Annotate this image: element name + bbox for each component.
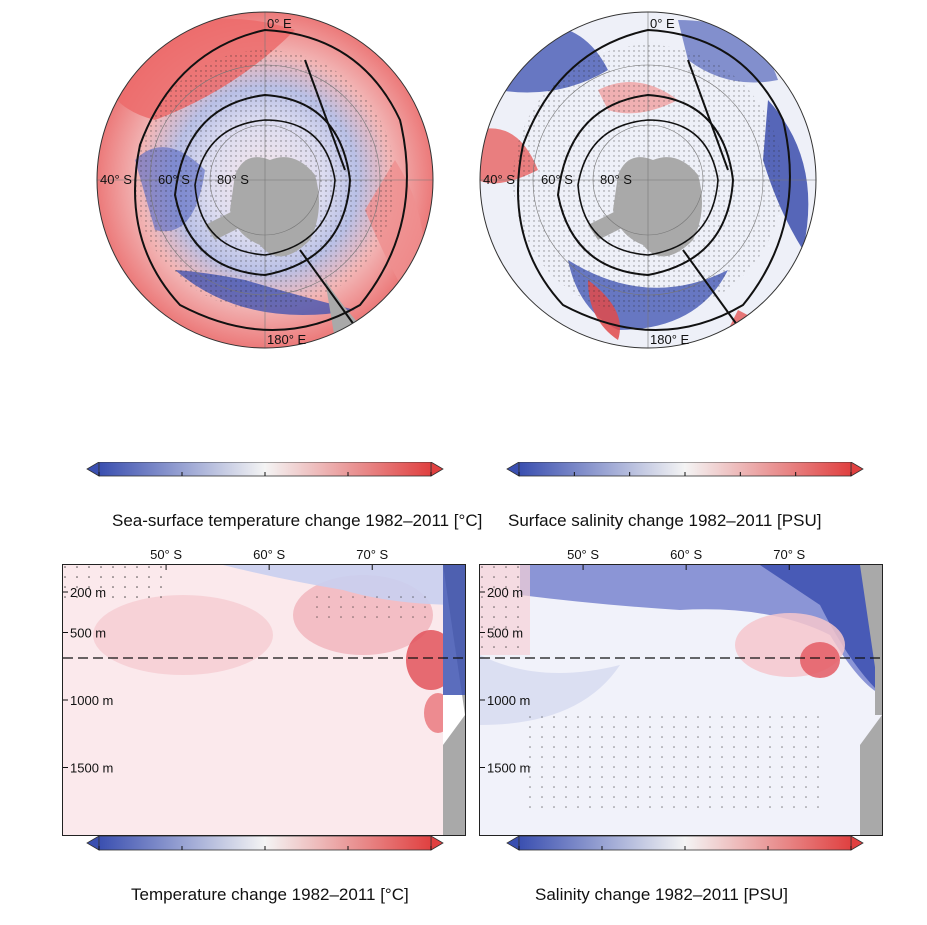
- section-depth-label: 200 m: [487, 585, 523, 600]
- section-lat-tick-label: 50° S: [567, 547, 599, 562]
- section-lat-tick-label: 50° S: [150, 547, 182, 562]
- section-lat-tick-label: 70° S: [356, 547, 388, 562]
- front-line-inner: [556, 93, 735, 277]
- lat-label-60: 60° S: [541, 172, 573, 187]
- section-depth-label: 1500 m: [70, 761, 113, 776]
- temp-colorbar-label: Temperature change 1982–2011 [°C]: [131, 885, 409, 904]
- colorbar-extend-max: [850, 836, 864, 851]
- temp-section-svg: 200 m 500 m 1000 m 1500 m: [63, 565, 465, 835]
- sss-polar-map: 0° E 180° E 40° S 60° S 80° S: [478, 10, 818, 350]
- colorbar-extend-max: [430, 836, 444, 851]
- sst-polar-map: 0° E 180° E 40° S 60° S 80° S: [95, 10, 435, 350]
- colorbar-extend-min: [506, 462, 520, 477]
- temp-colorbar: −0.6−0.300.30.6: [86, 836, 444, 851]
- sal-section-svg: 200 m 500 m 1000 m 1500 m: [480, 565, 882, 835]
- section-line: [304, 59, 346, 171]
- section-lat-tick-label: 60° S: [253, 547, 285, 562]
- sss-polar-svg: 0° E 180° E 40° S 60° S 80° S: [479, 11, 817, 349]
- sss-colorbar: −0.15−0.1−0.0500.050.10.15: [506, 462, 864, 477]
- section-depth-label: 500 m: [487, 626, 523, 641]
- section-depth-label: 500 m: [70, 626, 106, 641]
- colorbar-extend-max: [850, 462, 864, 477]
- lat-label-80: 80° S: [600, 172, 632, 187]
- antarctica-land: [613, 157, 702, 257]
- section-line: [687, 59, 729, 171]
- lat-label-80: 80° S: [217, 172, 249, 187]
- section-lat-tick-label: 60° S: [670, 547, 702, 562]
- section-depth-label: 1000 m: [487, 693, 530, 708]
- sal-fresh-surface: [520, 565, 882, 695]
- lat-label-40: 40° S: [100, 172, 132, 187]
- section-depth-label: 1500 m: [487, 761, 530, 776]
- meridian-label-bottom: 180° E: [650, 332, 690, 347]
- section-lat-tick-label: 70° S: [773, 547, 805, 562]
- front-line-polar: [577, 119, 719, 256]
- sal-colorbar: −0.08−0.0400.040.08: [506, 836, 864, 851]
- front-line-outer: [134, 28, 408, 331]
- sst-polar-svg: 0° E 180° E 40° S 60° S 80° S: [96, 11, 434, 349]
- front-line-inner: [173, 93, 352, 277]
- sss-colorbar-label: Surface salinity change 1982–2011 [PSU]: [508, 511, 822, 530]
- meridian-label-top: 0° E: [650, 16, 675, 31]
- colorbar-extend-min: [86, 462, 100, 477]
- sal-section: 200 m 500 m 1000 m 1500 m: [479, 564, 883, 836]
- front-line-outer: [517, 28, 791, 331]
- lat-label-60: 60° S: [158, 172, 190, 187]
- section-depth-label: 1000 m: [70, 693, 113, 708]
- temp-section: 200 m 500 m 1000 m 1500 m: [62, 564, 466, 836]
- sal-section-x-ticks: 50° S 60° S 70° S: [567, 547, 805, 562]
- meridian-label-top: 0° E: [267, 16, 292, 31]
- meridian-label-bottom: 180° E: [267, 332, 307, 347]
- antarctica-land: [230, 157, 319, 257]
- sst-colorbar-label: Sea-surface temperature change 1982–2011…: [112, 511, 483, 530]
- section-depth-label: 200 m: [70, 585, 106, 600]
- sst-colorbar: −0.8−0.400.40.8: [86, 462, 444, 477]
- colorbar-extend-min: [86, 836, 100, 851]
- colorbar-extend-max: [430, 462, 444, 477]
- antarctic-peninsula: [588, 210, 628, 240]
- colorbar-extend-min: [506, 836, 520, 851]
- temp-section-x-ticks: 50° S 60° S 70° S: [150, 547, 388, 562]
- lat-label-40: 40° S: [483, 172, 515, 187]
- sal-colorbar-label: Salinity change 1982–2011 [PSU]: [535, 885, 788, 904]
- antarctic-peninsula: [205, 210, 245, 240]
- front-line-polar: [194, 119, 336, 256]
- sal-salty-core: [800, 642, 840, 678]
